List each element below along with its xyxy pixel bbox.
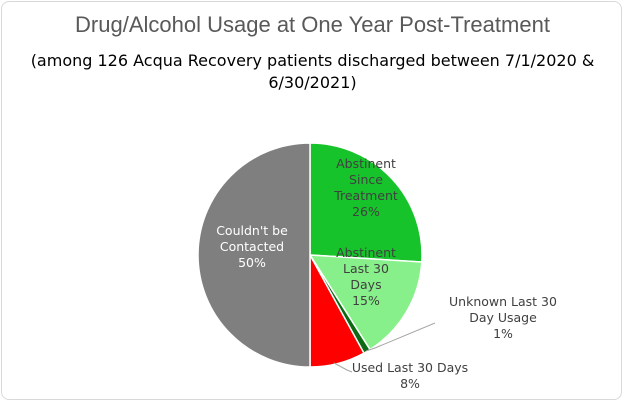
data-label: Abstinent Since Treatment 26% xyxy=(333,156,398,219)
data-label: Used Last 30 Days 8% xyxy=(352,360,468,391)
chart-subtitle: (among 126 Acqua Recovery patients disch… xyxy=(30,51,595,92)
data-label: Couldn't be Contacted 50% xyxy=(216,223,288,270)
pie-slice xyxy=(197,142,311,368)
pie-slice xyxy=(309,142,423,263)
leader-line xyxy=(365,322,436,352)
data-label: Abstinent Last 30 Days 15% xyxy=(336,245,396,308)
chart-title: Drug/Alcohol Usage at One Year Post-Trea… xyxy=(75,12,550,37)
pie-slice xyxy=(308,254,423,351)
data-label: Unknown Last 30 Day Usage 1% xyxy=(449,294,557,341)
leader-line xyxy=(333,362,353,373)
